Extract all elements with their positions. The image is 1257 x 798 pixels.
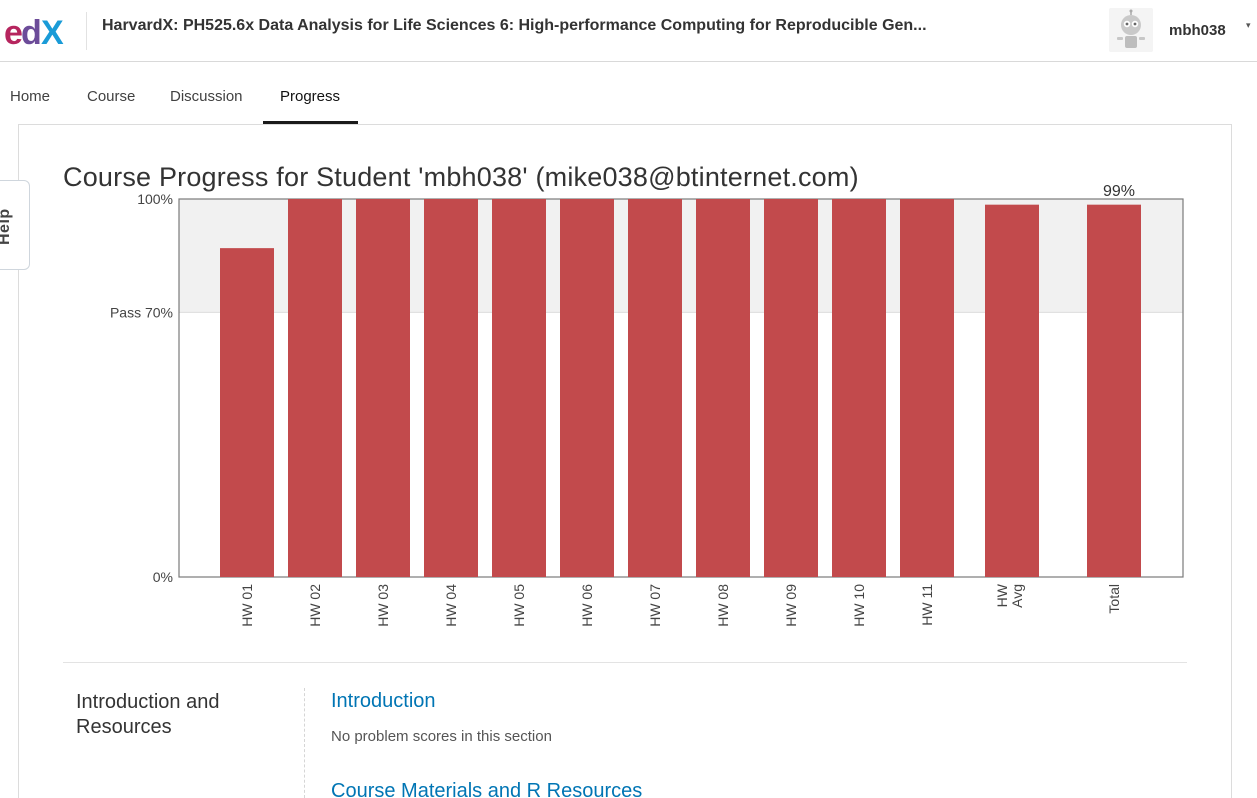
section-link-course-materials[interactable]: Course Materials and R Resources [331, 780, 643, 798]
y-tick-label: Pass 70% [110, 304, 173, 320]
edx-logo[interactable]: e d X [4, 14, 70, 50]
tab-progress[interactable]: Progress [280, 88, 341, 105]
bar-hw-05[interactable] [492, 199, 546, 577]
course-title: HarvardX: PH525.6x Data Analysis for Lif… [102, 17, 927, 35]
bar-hw-02[interactable] [288, 199, 342, 577]
x-tick-label: HW 04 [443, 584, 459, 627]
bar-hw-07[interactable] [628, 199, 682, 577]
x-tick-label: HW 10 [851, 584, 867, 627]
bar-hw-11[interactable] [900, 199, 954, 577]
course-name: PH525.6x Data Analysis for Life Sciences… [182, 17, 927, 34]
bar-hw-06[interactable] [560, 199, 614, 577]
tab-home[interactable]: Home [10, 88, 51, 105]
username[interactable]: mbh038 [1169, 22, 1226, 39]
x-tick-label: HWAvg [994, 583, 1025, 608]
svg-text:d: d [21, 14, 40, 50]
help-tab[interactable]: Help [0, 180, 30, 270]
section-divider [63, 662, 1187, 663]
x-tick-label: HW 05 [511, 584, 527, 627]
user-menu-caret-icon[interactable]: ▾ [1246, 20, 1251, 30]
bar-hw-04[interactable] [424, 199, 478, 577]
x-tick-label: HW 02 [307, 584, 323, 627]
section-score-note: No problem scores in this section [331, 728, 552, 745]
active-tab-indicator [263, 121, 358, 124]
bar-hw-01[interactable] [220, 248, 274, 577]
user-avatar[interactable] [1109, 8, 1153, 52]
x-tick-label: HW 03 [375, 584, 391, 627]
chapter-title: Introduction and Resources [76, 691, 220, 738]
x-tick-label: HW 11 [919, 584, 935, 626]
x-tick-label: HW 06 [579, 584, 595, 627]
progress-chart: 100% Pass 70% 0% HW 01 HW 02 HW 03 HW 04 HW 05… [110, 183, 1184, 627]
site-header: e d X HarvardX: PH525.6x Data Analysis f… [0, 0, 1257, 62]
bar-total[interactable] [1087, 204, 1141, 578]
y-tick-label: 0% [153, 569, 173, 585]
chapter-divider [304, 688, 305, 798]
bar-hw-09[interactable] [764, 199, 818, 577]
svg-text:e: e [4, 14, 22, 50]
x-tick-label: HW 08 [715, 584, 731, 627]
tab-discussion[interactable]: Discussion [170, 88, 243, 105]
bar-hw-08[interactable] [696, 199, 750, 577]
bar-hw-avg[interactable] [985, 204, 1039, 578]
avatar-robot-icon [1109, 8, 1153, 52]
bar-hw-10[interactable] [832, 199, 886, 577]
section-link-introduction[interactable]: Introduction [331, 690, 436, 712]
x-tick-label: HW 07 [647, 584, 663, 627]
svg-text:X: X [41, 14, 64, 50]
page-title: Course Progress for Student 'mbh038' (mi… [63, 162, 859, 192]
header-divider [86, 12, 87, 50]
tab-course[interactable]: Course [87, 88, 136, 105]
total-score-label: 99% [1103, 183, 1135, 200]
y-tick-label: 100% [137, 191, 173, 207]
course-org: HarvardX: [102, 17, 179, 34]
course-tabs: Home Course Discussion Progress [0, 62, 1257, 124]
x-tick-label: Total [1106, 584, 1122, 614]
x-tick-label: HW 09 [783, 584, 799, 627]
x-tick-label: HW 01 [239, 584, 255, 627]
bar-hw-03[interactable] [356, 199, 410, 577]
